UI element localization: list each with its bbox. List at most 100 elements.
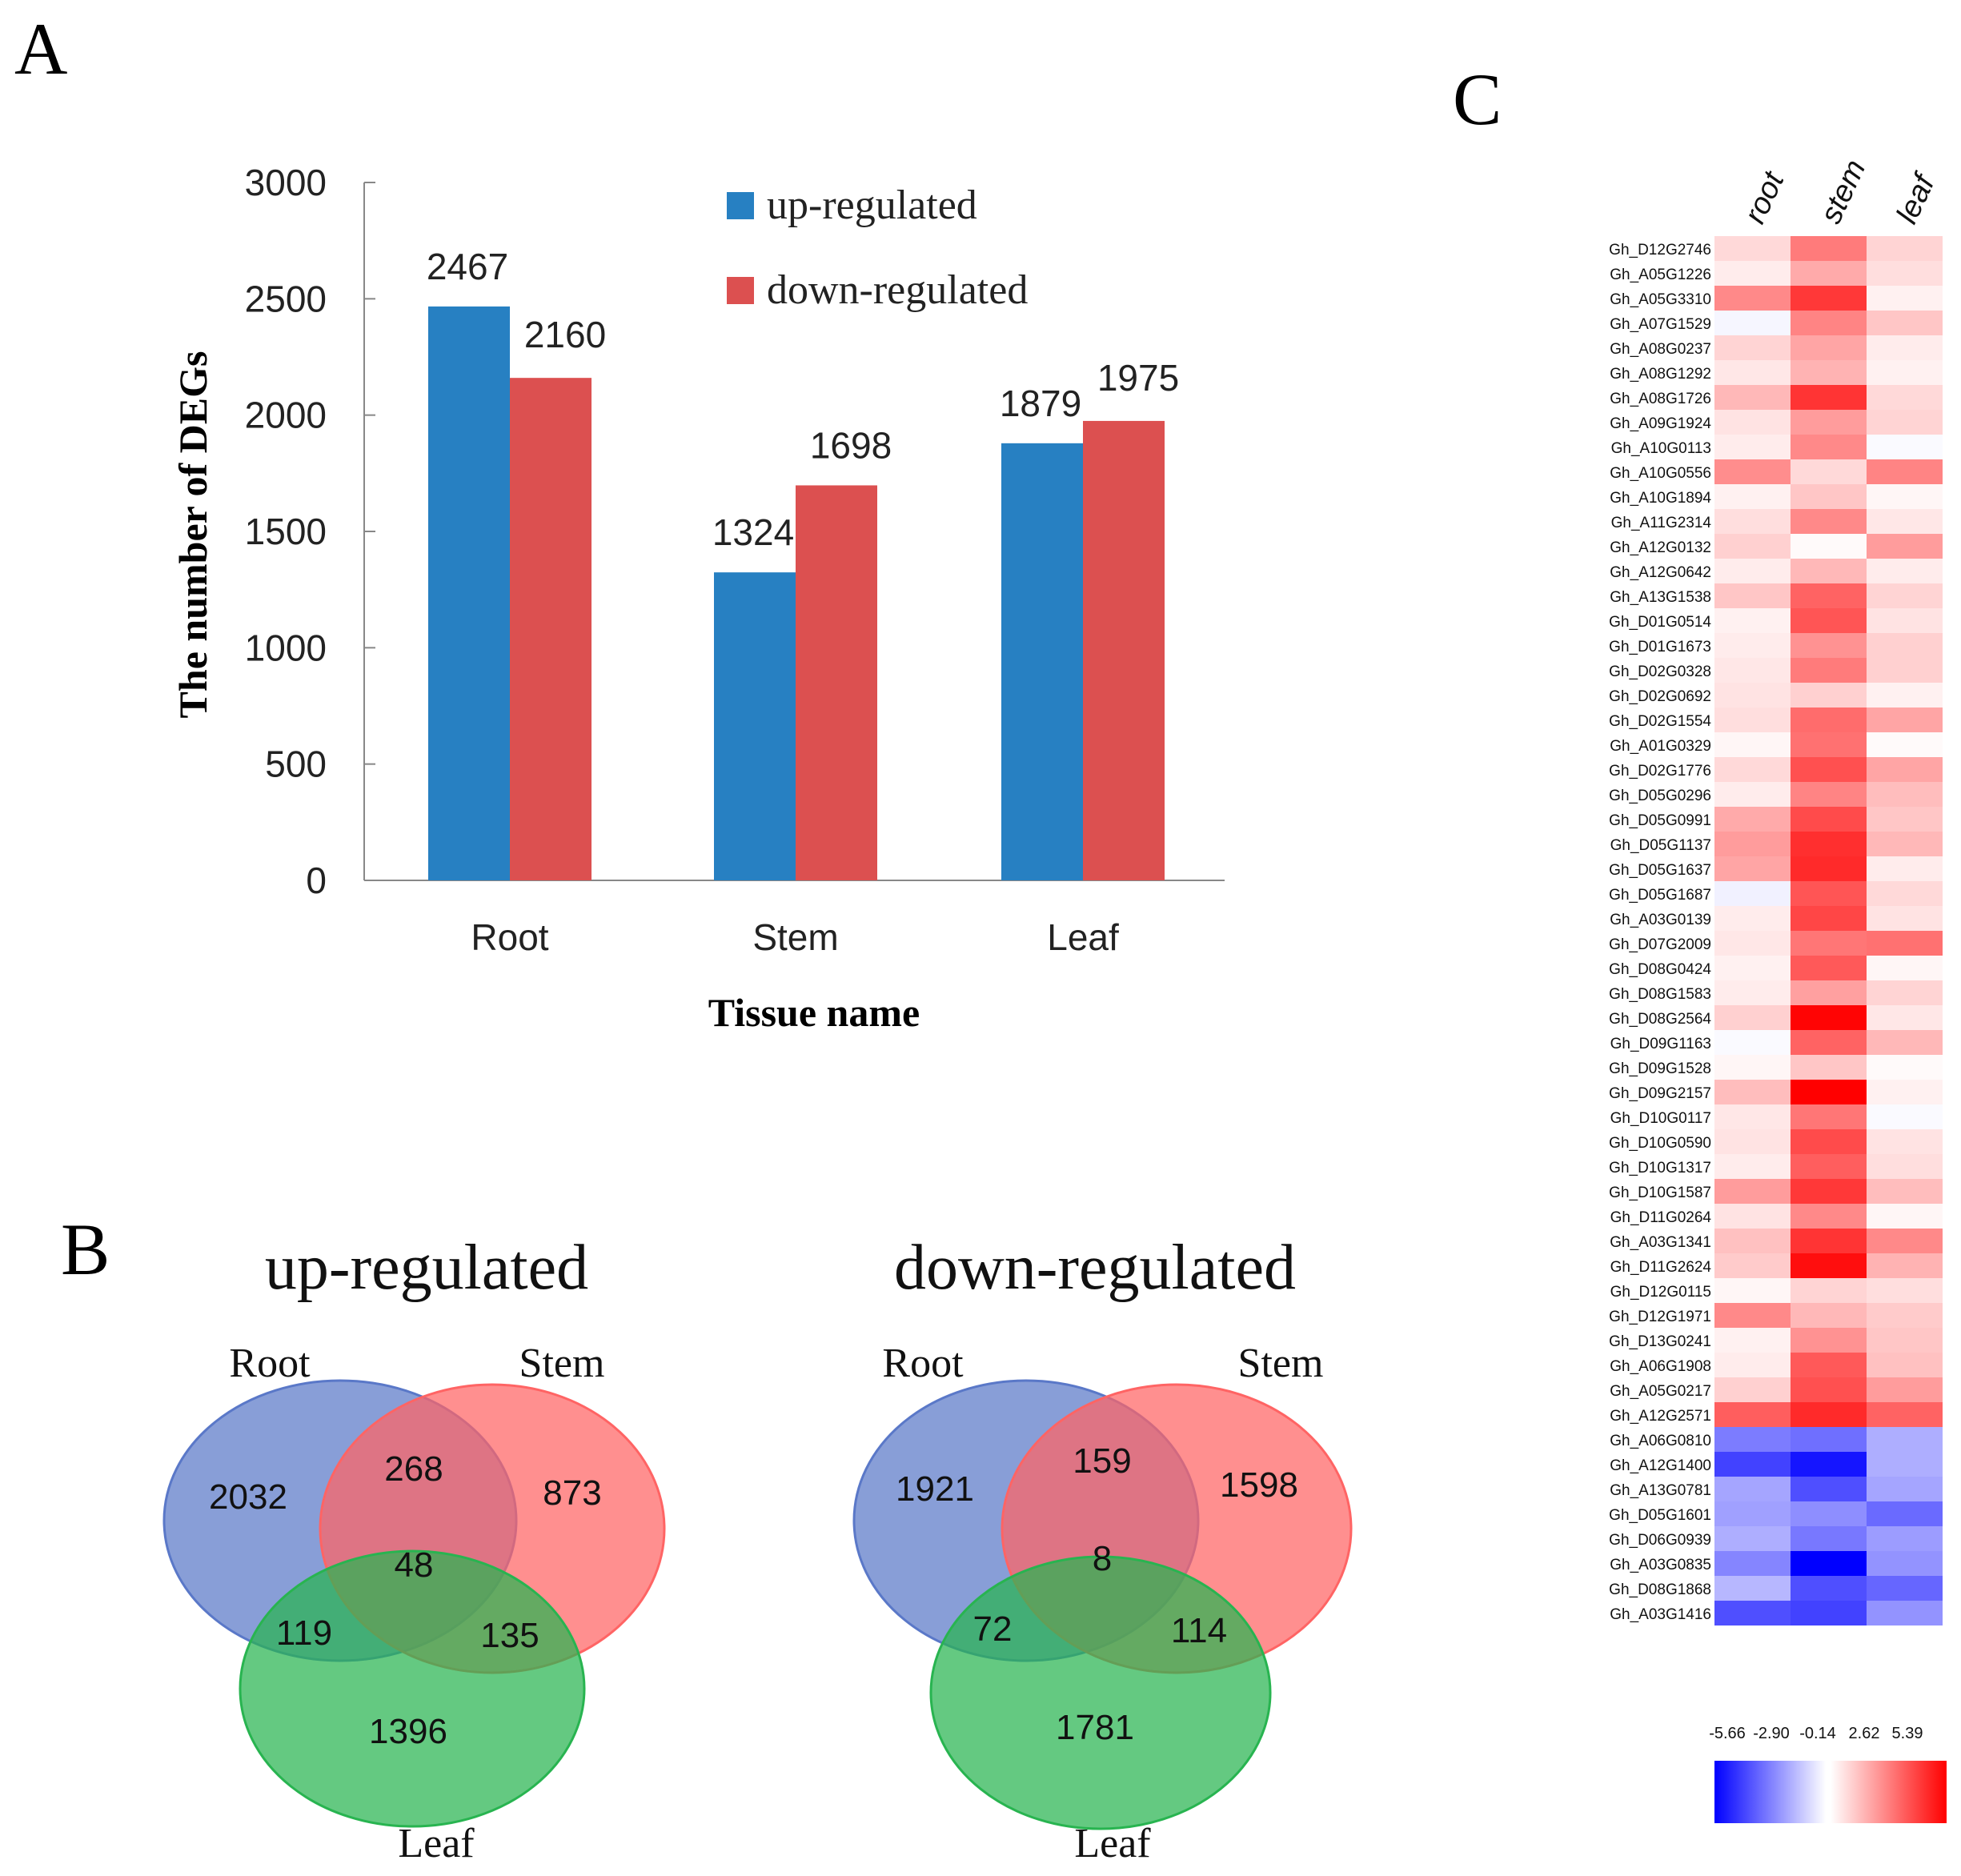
heatmap-cell [1867,1501,1943,1526]
heatmap-row-label: Gh_D10G1587 [1609,1185,1711,1201]
heatmap-row-label: Gh_A06G1908 [1610,1358,1711,1375]
heatmap-cell [1791,1477,1867,1501]
heatmap-row-label: Gh_D13G0241 [1609,1333,1711,1350]
heatmap-cell [1867,782,1943,807]
heatmap-cell [1714,856,1791,881]
bar-y-tick-label: 1500 [245,511,327,552]
bar-y-axis-label: The number of DEGs [170,351,215,719]
heatmap-cell [1714,1328,1791,1353]
heatmap-cell [1791,1154,1867,1179]
heatmap-cell [1867,534,1943,559]
heatmap-column-label-leaf: leaf [1891,167,1943,228]
heatmap-cell [1791,435,1867,459]
bar-data-label: 1698 [810,424,892,466]
heatmap-row-label: Gh_D08G2564 [1609,1011,1711,1028]
heatmap-cell [1867,732,1943,757]
heatmap-scale-ticks: -5.66 -2.90 -0.14 2.62 5.39 [1709,1725,1923,1742]
heatmap-cell [1714,1303,1791,1328]
heatmap-row-label: Gh_D08G1868 [1609,1581,1711,1598]
heatmap-cell [1714,832,1791,856]
heatmap-cell [1791,683,1867,708]
heatmap-cell [1714,708,1791,732]
heatmap-cell [1867,335,1943,360]
heatmap-cell [1714,1551,1791,1576]
heatmap-cell [1714,1576,1791,1601]
heatmap-cell [1714,559,1791,583]
heatmap-row-label: Gh_A03G0835 [1610,1557,1711,1573]
heatmap-cell [1714,1253,1791,1278]
heatmap-cell [1791,1278,1867,1303]
heatmap-cell [1867,757,1943,782]
heatmap-cell [1867,881,1943,906]
heatmap-cell [1791,1402,1867,1427]
heatmap-cell [1867,980,1943,1005]
heatmap-cell [1791,1005,1867,1030]
heatmap-cell [1867,1601,1943,1625]
heatmap-row-label: Gh_D12G1971 [1609,1309,1711,1325]
heatmap-row-label: Gh_A12G0132 [1610,539,1711,556]
bar-chart: 0 500 1000 1500 2000 2500 3000 2467 2160 1324 169… [170,162,1225,1035]
heatmap-scale-tick: -5.66 [1709,1725,1746,1742]
heatmap-cell [1867,1030,1943,1055]
heatmap-row-label: Gh_A08G1292 [1610,366,1711,383]
panel-label-b: B [61,1209,110,1290]
heatmap-cell [1714,459,1791,484]
heatmap-cell [1867,658,1943,683]
heatmap-cell [1714,1501,1791,1526]
heatmap-cell [1791,956,1867,980]
heatmap-cell [1867,1353,1943,1377]
heatmap-cell [1867,435,1943,459]
heatmap-row-label: Gh_D01G0514 [1609,614,1711,631]
heatmap-cell [1867,1229,1943,1253]
venn-region-all: 8 [1093,1539,1112,1578]
venn-region-all: 48 [395,1545,434,1585]
heatmap-cell [1714,435,1791,459]
heatmap-row-label: Gh_A03G1416 [1610,1606,1711,1623]
heatmap-cell [1714,608,1791,633]
heatmap-cell [1791,236,1867,261]
heatmap-row-label: Gh_A12G0642 [1610,564,1711,581]
heatmap-cell [1714,385,1791,410]
heatmap-row-label: Gh_A06G0810 [1610,1433,1711,1449]
heatmap-cell [1867,683,1943,708]
heatmap-cell [1714,583,1791,608]
heatmap-cell [1714,410,1791,435]
bar-data-label: 1324 [712,511,794,553]
heatmap-row-labels: Gh_D12G2746 Gh_A05G1226 Gh_A05G3310 Gh_A07G… [1609,242,1711,1623]
heatmap-row-label: Gh_A10G1894 [1610,490,1711,507]
heatmap-cell [1714,534,1791,559]
heatmap-cell [1791,1427,1867,1452]
venn-title: down-regulated [894,1233,1296,1303]
heatmap-cell [1714,311,1791,335]
venn-set-label-root: Root [882,1341,964,1386]
heatmap-cell [1714,261,1791,286]
heatmap-cell [1791,509,1867,534]
heatmap-cell [1714,658,1791,683]
heatmap-cell [1867,1377,1943,1402]
bar-data-label: 1975 [1097,357,1179,399]
heatmap-cell [1867,1427,1943,1452]
heatmap-cell [1791,583,1867,608]
heatmap-row-label: Gh_D05G1637 [1609,862,1711,879]
heatmap-cell [1791,484,1867,509]
heatmap-cell [1714,1278,1791,1303]
heatmap-cell [1714,1030,1791,1055]
heatmap-cell [1714,484,1791,509]
bar-leaf-up-regulated [1001,443,1083,880]
heatmap-row-label: Gh_A07G1529 [1610,316,1711,333]
heatmap-cell [1714,881,1791,906]
heatmap-cell [1867,1005,1943,1030]
heatmap-cell [1714,286,1791,311]
heatmap-cell [1791,534,1867,559]
heatmap-cell [1791,459,1867,484]
heatmap-cell [1867,906,1943,931]
heatmap-cell [1791,658,1867,683]
heatmap-row-label: Gh_A01G0329 [1610,738,1711,755]
heatmap-row-label: Gh_D09G1163 [1610,1036,1711,1052]
bar-root-up-regulated [428,306,510,881]
heatmap-cell [1867,931,1943,956]
venn-title: up-regulated [265,1233,588,1303]
heatmap-cell [1714,1427,1791,1452]
heatmap-cell [1714,906,1791,931]
